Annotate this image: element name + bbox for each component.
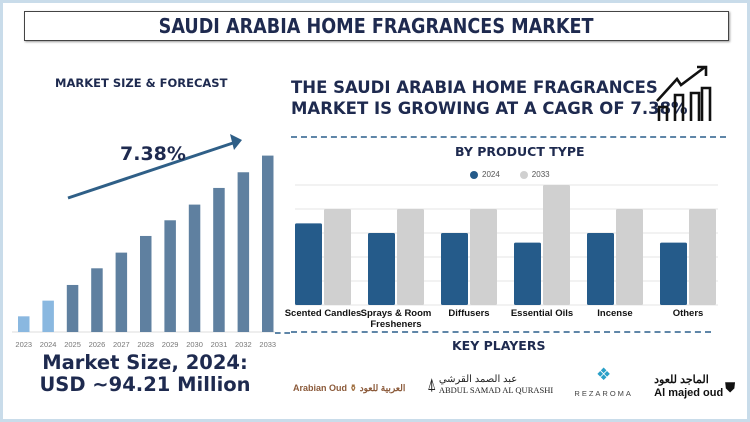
bar-2033-1 — [397, 209, 424, 305]
bar-2027 — [115, 252, 128, 332]
key-players-logos: Arabian Oud ⚱ العربية للعود ⍋ عبد الصمد … — [293, 360, 735, 404]
key-players-heading: KEY PLAYERS — [452, 338, 546, 353]
market-forecast-chart: 2023 2024 2025 2026 2027 2028 2029 2030 2031 2032… — [12, 134, 276, 349]
tick-label-2028: 2028 — [137, 340, 154, 349]
tick-label-2029: 2029 — [162, 340, 179, 349]
bar-2033-0 — [324, 209, 351, 305]
bar-2033-5 — [689, 209, 716, 305]
category-label: Others — [672, 308, 704, 319]
bar-2024-1 — [368, 233, 395, 305]
bar-2032 — [237, 172, 250, 332]
bar-2030 — [188, 204, 201, 332]
category-label: Diffusers — [448, 308, 490, 319]
tick-label-2023: 2023 — [15, 340, 32, 349]
bar-2033-2 — [470, 209, 497, 305]
bar-2024-2 — [441, 233, 468, 305]
bar-2024 — [42, 300, 54, 332]
logo-abdul-samad-al-qurashi: ⍋ عبد الصمد القرشي ABDUL SAMAD AL QURASHI — [426, 374, 554, 395]
category-label: Incense — [597, 308, 633, 319]
divider — [291, 136, 726, 138]
legend: 2024 2033 — [470, 170, 550, 179]
logo-arabian-oud: Arabian Oud ⚱ العربية للعود — [293, 382, 406, 393]
bar-2024-3 — [514, 242, 541, 305]
trend-arrow-head — [230, 134, 242, 150]
tick-label-2033: 2033 — [259, 340, 276, 349]
cagr-annotation: 7.38% — [120, 143, 186, 165]
product-type-chart — [295, 184, 718, 306]
legend-item-2033: 2033 — [519, 170, 550, 179]
tick-label-2026: 2026 — [89, 340, 106, 349]
growth-chart-icon — [656, 65, 712, 121]
bar-2029 — [164, 220, 176, 332]
bar-2033-3 — [543, 185, 570, 305]
tick-label-2025: 2025 — [64, 340, 81, 349]
bar-2028 — [140, 235, 152, 332]
bar-2026 — [91, 268, 103, 332]
tick-label-2027: 2027 — [113, 340, 130, 349]
category-label: Sprays & Room Fresheners — [360, 308, 432, 330]
tick-label-2031: 2031 — [211, 340, 228, 349]
bar-2033-4 — [616, 209, 643, 305]
category-label: Essential Oils — [510, 308, 574, 319]
bar-2024-0 — [295, 223, 322, 305]
product-type-heading: BY PRODUCT TYPE — [455, 144, 585, 159]
market-size-text: Market Size, 2024: USD ~94.21 Million — [39, 351, 251, 396]
logo-rezaroma: ❖ REZAROMA — [574, 365, 633, 398]
page-title: SAUDI ARABIA HOME FRAGRANCES MARKET — [24, 11, 729, 41]
trend-arrow-line — [67, 140, 237, 200]
bar-2023 — [18, 316, 30, 332]
divider — [291, 331, 711, 333]
logo-al-majed-oud: الماجد للعود Al majed oud ⛊ — [654, 374, 735, 399]
cagr-headline: THE SAUDI ARABIA HOME FRAGRANCES MARKET … — [291, 78, 688, 118]
bar-2031 — [213, 187, 225, 332]
tick-label-2024: 2024 — [40, 340, 57, 349]
category-label: Scented Candles — [284, 308, 362, 319]
tick-label-2030: 2030 — [186, 340, 203, 349]
legend-item-2024: 2024 — [470, 170, 500, 179]
tick-label-2032: 2032 — [235, 340, 252, 349]
bar-2033 — [262, 155, 274, 332]
bar-2025 — [66, 284, 79, 332]
market-size-heading: MARKET SIZE & FORECAST — [55, 76, 228, 90]
bar-2024-5 — [660, 242, 687, 305]
divider — [275, 332, 290, 334]
bar-2024-4 — [587, 233, 614, 305]
